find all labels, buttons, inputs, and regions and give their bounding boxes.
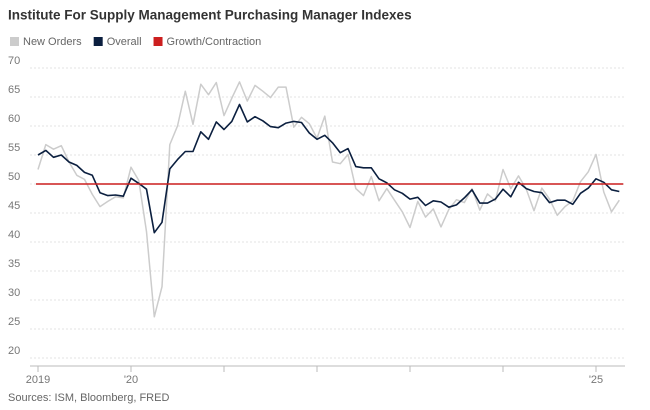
- legend-swatch: [10, 37, 19, 46]
- y-tick-label: 35: [8, 258, 20, 270]
- y-tick-label: 30: [8, 287, 20, 299]
- y-tick-label: 20: [8, 345, 20, 357]
- legend-swatch: [93, 37, 103, 46]
- y-tick-label: 65: [8, 84, 20, 96]
- x-tick-label: '25: [589, 374, 603, 386]
- y-tick-label: 25: [8, 316, 20, 328]
- y-tick-label: 50: [8, 171, 20, 183]
- line-series: [37, 81, 620, 318]
- legend-label: New Orders: [23, 36, 82, 48]
- x-tick-label: 2019: [26, 374, 50, 386]
- legend-swatch: [153, 37, 163, 46]
- y-tick-label: 40: [8, 229, 20, 241]
- y-tick-label: 55: [8, 142, 20, 154]
- legend-label: Overall: [107, 36, 142, 48]
- x-tick-label: '20: [124, 374, 138, 386]
- source: Sources: ISM, Bloomberg, FRED: [8, 392, 169, 404]
- legend-label: Growth/Contraction: [167, 36, 262, 48]
- y-tick-label: 70: [8, 55, 20, 67]
- y-tick-label: 45: [8, 200, 20, 212]
- y-tick-label: 60: [8, 113, 20, 125]
- chart-title: Institute For Supply Management Purchasi…: [8, 8, 412, 23]
- line-series: [37, 103, 620, 234]
